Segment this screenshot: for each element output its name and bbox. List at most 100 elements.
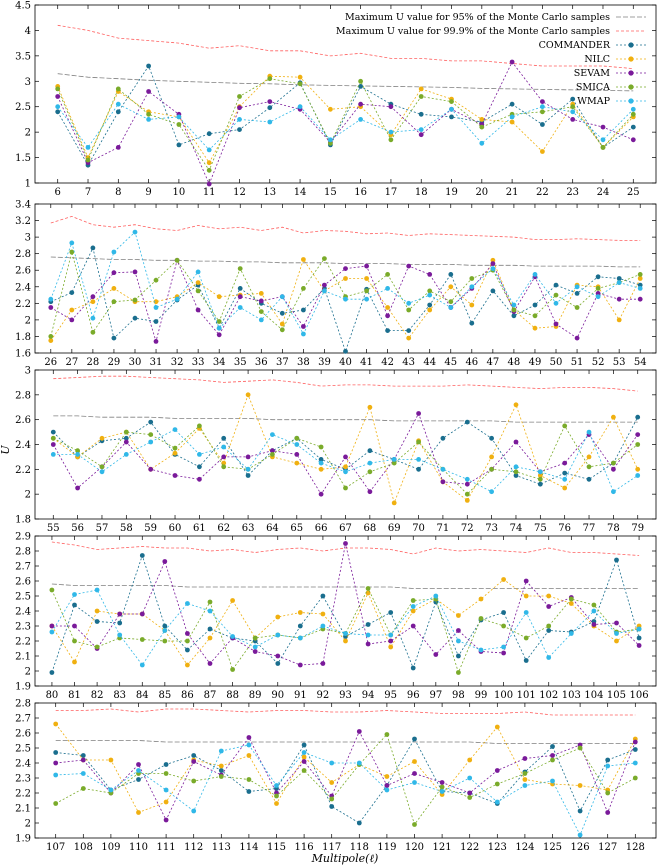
threshold-95-line (53, 415, 638, 423)
wmap-point (433, 593, 439, 599)
y-tick-label: 1.9 (15, 834, 31, 845)
y-tick-label: 2.2 (15, 299, 31, 310)
commander-point (509, 101, 515, 107)
x-tick-label: 17 (385, 187, 398, 198)
smica-point (237, 94, 242, 99)
x-tick-label: 12 (233, 187, 246, 198)
smica-point (570, 104, 576, 110)
nilc-point (274, 801, 279, 806)
sevam-point (258, 298, 264, 304)
threshold-95-line (51, 583, 640, 589)
x-tick-label: 15 (324, 187, 337, 198)
x-tick-label: 89 (249, 690, 262, 701)
smica-point (550, 757, 555, 763)
smica-point (230, 667, 236, 672)
y-tick-label: 1 (25, 179, 31, 190)
smica-point (162, 638, 168, 644)
commander-point (632, 747, 638, 752)
commander-point (245, 473, 251, 478)
sevam-point (385, 313, 390, 319)
smica-point (297, 81, 303, 87)
legend-swatch-point (628, 84, 634, 90)
nilc-point (153, 299, 159, 305)
wmap-point (406, 300, 412, 306)
wmap-point (237, 117, 242, 122)
smica-point (416, 439, 421, 445)
smica-point (148, 432, 154, 437)
commander-point (132, 315, 138, 321)
commander-point (146, 63, 152, 69)
x-tick-label: 46 (465, 357, 478, 368)
nilc-point (412, 759, 417, 764)
x-tick-label: 30 (129, 357, 142, 368)
x-tick-label: 56 (71, 523, 84, 534)
x-tick-label: 55 (47, 523, 60, 534)
nilc-point (136, 810, 141, 815)
x-tick-label: 126 (571, 842, 590, 853)
x-tick-label: 41 (360, 357, 373, 368)
x-tick-label: 66 (315, 523, 328, 534)
wmap-point (562, 476, 568, 482)
panel-5: 1.9 2 2.1 2.2 2.3 2.4 2.5 2.6 2.7 2.8 107 108 109 110… (15, 699, 657, 853)
smica-line (50, 251, 641, 337)
wmap-point (191, 808, 197, 814)
nilc-point (294, 460, 300, 466)
nilc-point (275, 614, 281, 620)
wmap-point (367, 460, 373, 466)
wmap-point (132, 229, 138, 235)
nilc-point (489, 454, 494, 460)
smica-point (185, 638, 190, 644)
smica-point (574, 305, 580, 310)
smica-point (537, 476, 543, 482)
smica-point (153, 277, 159, 283)
smica-point (540, 109, 545, 115)
smica-point (258, 309, 264, 314)
commander-point (301, 742, 307, 748)
smica-point (412, 822, 417, 827)
wmap-point (53, 772, 59, 778)
smica-point (364, 288, 369, 294)
smica-point (406, 307, 412, 313)
commander-point (614, 557, 619, 563)
sevam-point (267, 99, 273, 104)
wmap-point (294, 442, 300, 447)
x-tick-label: 63 (242, 523, 255, 534)
commander-point (320, 593, 326, 599)
sevam-point (367, 489, 373, 495)
smica-point (80, 786, 86, 791)
nilc-point (301, 754, 307, 760)
commander-point (448, 272, 454, 277)
nilc-point (230, 598, 236, 603)
smica-point (635, 442, 641, 447)
wmap-point (439, 789, 445, 794)
threshold-95-line (50, 256, 641, 268)
wmap-point (418, 127, 424, 132)
smica-point (391, 460, 397, 466)
wmap-point (123, 452, 129, 457)
y-tick-label: 2.3 (15, 622, 31, 633)
x-tick-label: 16 (354, 187, 367, 198)
wmap-point (252, 644, 258, 650)
nilc-point (279, 321, 285, 327)
sevam-point (117, 611, 123, 617)
commander-point (553, 282, 559, 288)
x-tick-label: 97 (429, 690, 442, 701)
sevam-point (595, 291, 601, 296)
panel-frame (34, 702, 657, 839)
smica-point (611, 460, 616, 466)
smica-point (195, 288, 201, 294)
commander-point (356, 820, 362, 826)
sevam-point (301, 759, 307, 764)
x-tick-label: 23 (566, 187, 579, 198)
commander-point (635, 414, 641, 420)
y-tick-label: 2.2 (15, 637, 31, 648)
smica-line (55, 733, 636, 826)
smica-point (174, 257, 180, 263)
nilc-point (448, 284, 454, 290)
threshold-999-line (51, 541, 640, 556)
commander-point (537, 481, 543, 487)
y-tick-label: 2.5 (15, 102, 31, 113)
sevam-point (294, 452, 300, 457)
sevam-point (139, 611, 145, 617)
x-tick-label: 60 (169, 523, 182, 534)
